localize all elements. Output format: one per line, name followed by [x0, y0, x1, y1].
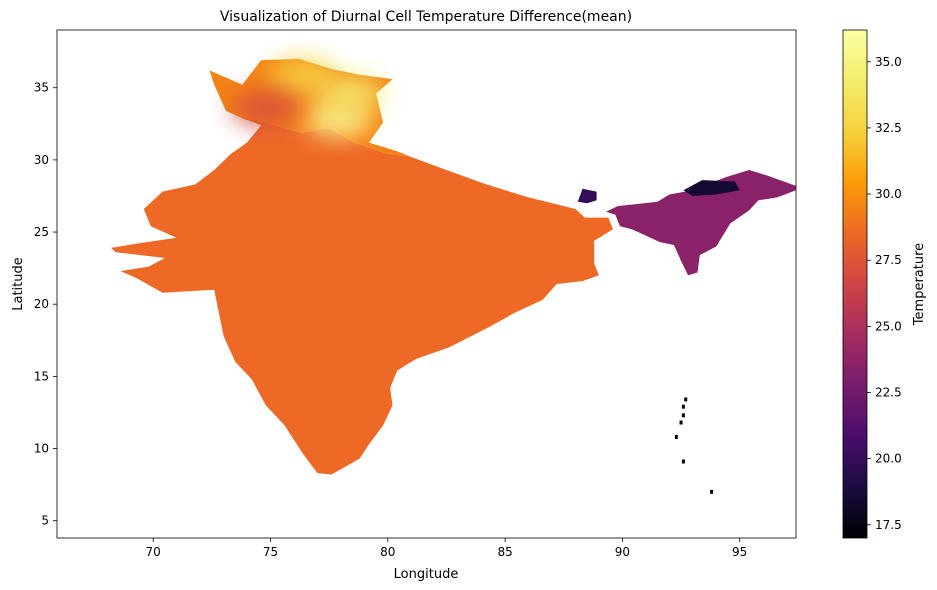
island-point-2: [681, 404, 685, 409]
y-tick-label: 15: [34, 369, 49, 383]
plot-frame: [56, 29, 797, 539]
colorbar-ticks: 17.5 20.0 22.5 25.0 27.5 30.0 32.5 35.0: [867, 55, 902, 532]
colorbar-tick-label: 20.0: [875, 452, 902, 466]
y-axis-ticks: 5 10 15 20 25 30 35: [34, 81, 57, 528]
x-tick-label: 85: [497, 545, 512, 559]
plot-area: [56, 29, 797, 539]
island-point-4: [679, 420, 683, 425]
x-tick-label: 70: [146, 545, 161, 559]
y-tick-label: 25: [34, 225, 49, 239]
y-tick-label: 20: [34, 297, 49, 311]
x-axis-label: Longitude: [394, 567, 459, 582]
x-tick-label: 90: [615, 545, 630, 559]
x-tick-label: 80: [380, 545, 395, 559]
region-main-landmass: [111, 118, 613, 475]
y-tick-label: 30: [34, 153, 49, 167]
island-point-3: [681, 413, 685, 418]
island-point-6: [681, 459, 685, 464]
colorbar-gradient: [842, 29, 868, 539]
colorbar-label: Temperature: [912, 243, 927, 326]
colorbar-tick-label: 35.0: [875, 55, 902, 69]
x-tick-label: 75: [263, 545, 278, 559]
region-northeast: [606, 170, 796, 276]
chart-title: Visualization of Diurnal Cell Temperatur…: [220, 9, 632, 25]
y-tick-label: 35: [34, 81, 49, 95]
y-tick-label: 10: [34, 442, 49, 456]
colorbar-tick-label: 27.5: [875, 253, 902, 267]
region-sikkim-patch: [577, 188, 597, 204]
hotspot-3: [269, 58, 338, 95]
y-tick-label: 5: [41, 514, 49, 528]
x-axis-ticks: 70 75 80 85 90 95: [146, 538, 747, 559]
y-axis-label: Latitude: [11, 257, 26, 311]
hotspot-4: [231, 89, 300, 126]
colorbar-tick-label: 32.5: [875, 121, 902, 135]
island-point-5: [674, 434, 678, 439]
colorbar-tick-label: 25.0: [875, 319, 902, 333]
colorbar-tick-label: 17.5: [875, 518, 902, 532]
colorbar: 17.5 20.0 22.5 25.0 27.5 30.0 32.5 35.0 Tempera…: [842, 29, 927, 539]
x-tick-label: 95: [732, 545, 747, 559]
region-arunachal-cold-spot: [683, 180, 740, 196]
map-layer: [111, 58, 796, 494]
colorbar-tick-label: 22.5: [875, 385, 902, 399]
island-point-1: [684, 397, 688, 402]
island-point-7: [710, 489, 714, 494]
colorbar-tick-label: 30.0: [875, 187, 902, 201]
